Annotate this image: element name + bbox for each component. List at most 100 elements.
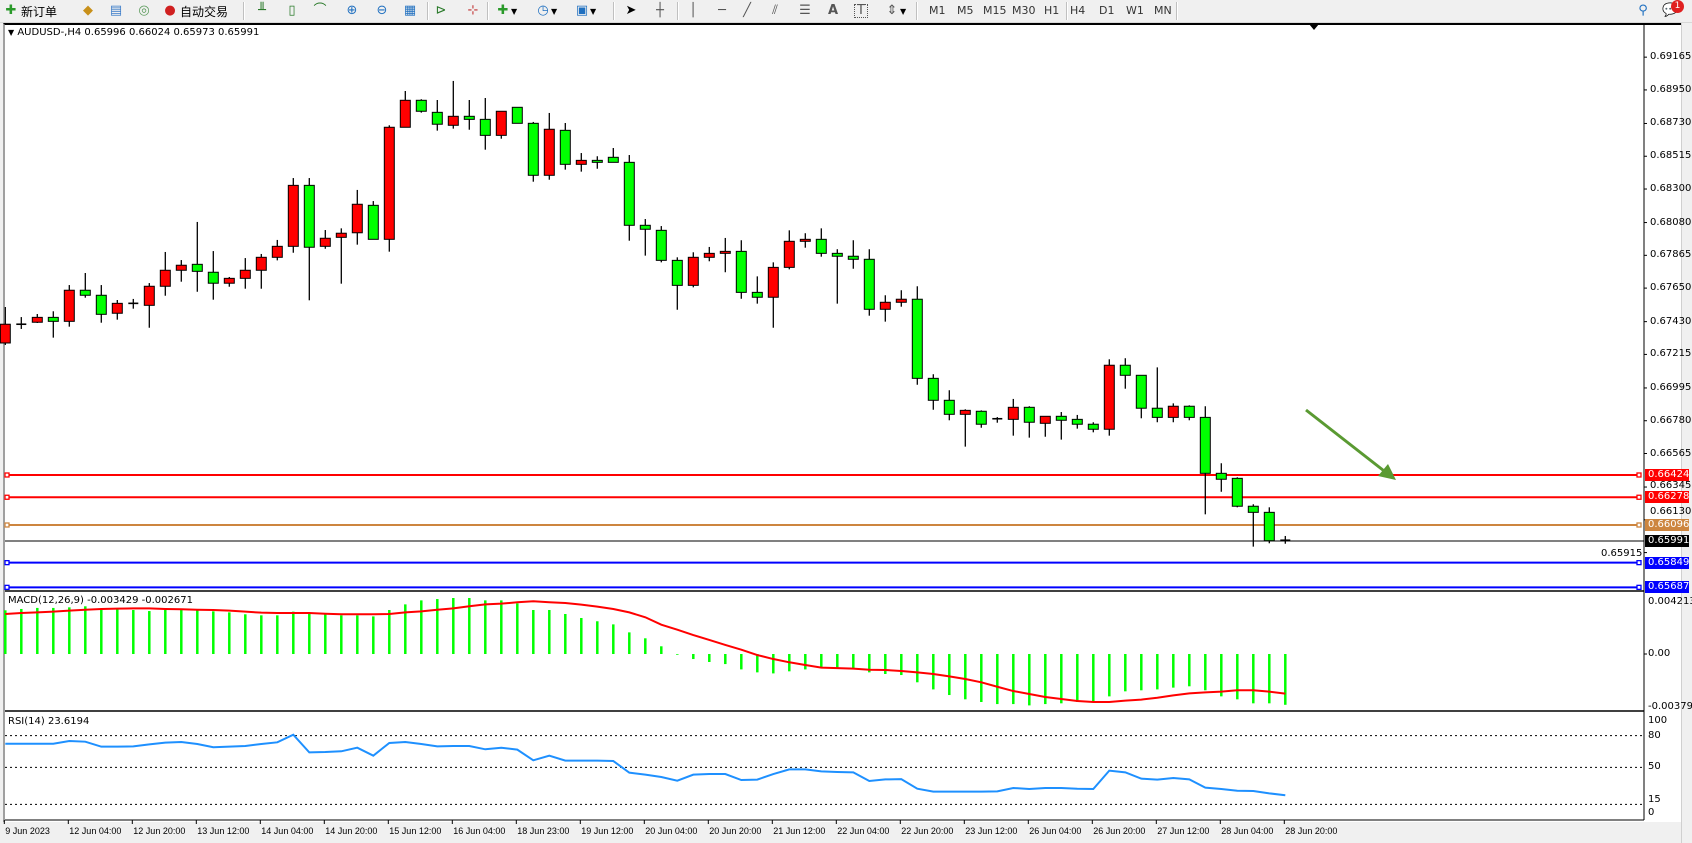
price-tick-label: 0.68950 <box>1650 83 1692 95</box>
candle-body <box>1263 511 1275 542</box>
candle <box>271 239 283 261</box>
time-tick-label: 26 Jun 20:00 <box>1093 826 1146 836</box>
candle-body <box>255 256 267 271</box>
candle <box>239 258 251 289</box>
time-tick-label: 23 Jun 12:00 <box>965 826 1018 836</box>
price-tick-label: 0.66995 <box>1650 381 1692 393</box>
chart-shift-button[interactable]: ⊹ <box>465 2 481 20</box>
candle-body <box>591 159 603 163</box>
candle-body <box>95 294 107 315</box>
period-mn[interactable]: MN <box>1154 4 1172 17</box>
templates-button[interactable]: ▣ ▼ <box>574 2 596 20</box>
candle <box>527 121 539 182</box>
price-level-tag: 0.66278 <box>1645 491 1689 504</box>
text-label-button[interactable]: T <box>854 2 868 20</box>
horizontal-line-button[interactable]: ─ <box>714 2 730 20</box>
chart-shift-icon: ⊹ <box>467 3 479 18</box>
candle <box>431 99 443 131</box>
equidistant-channel-button[interactable]: ⫽ <box>767 2 783 20</box>
market-watch-button[interactable]: ◆ <box>80 2 96 20</box>
bid-price-tag: 0.65991 <box>1645 535 1689 547</box>
crosshair-button[interactable]: ┼ <box>652 2 668 20</box>
rsi-tick-label: 15 <box>1648 794 1661 805</box>
line-handle-right <box>1636 584 1642 590</box>
time-tick-label: 22 Jun 04:00 <box>837 826 890 836</box>
candle <box>911 286 923 385</box>
tile-windows-button[interactable]: ▦ <box>402 2 418 20</box>
bar-chart-button[interactable]: ╨ <box>254 2 270 20</box>
candle <box>543 112 555 180</box>
chart-window[interactable] <box>3 23 1682 822</box>
candle-body <box>399 99 411 128</box>
vertical-line-icon: │ <box>689 3 697 18</box>
zoom-in-button[interactable]: ⊕ <box>344 2 360 20</box>
time-tick-label: 18 Jun 23:00 <box>517 826 570 836</box>
period-m5[interactable]: M5 <box>957 4 974 17</box>
vertical-line-button[interactable]: │ <box>685 2 701 20</box>
text-label-icon: T <box>854 4 868 18</box>
price-tick-label: 0.66780 <box>1650 414 1692 426</box>
notifications-button[interactable]: 💬 1 <box>1662 0 1684 20</box>
candle-body <box>143 285 155 306</box>
search-button[interactable]: ⚲ <box>1635 2 1651 20</box>
candle <box>879 295 891 322</box>
time-tick-label: 27 Jun 12:00 <box>1157 826 1210 836</box>
period-h1[interactable]: H1 <box>1044 4 1060 17</box>
market-watch-icon: ◆ <box>83 3 93 18</box>
new-order-button[interactable]: ✚ 新订单 <box>3 2 57 20</box>
candle <box>191 221 203 292</box>
auto-trading-button[interactable]: ● 自动交易 <box>162 2 228 20</box>
candle-body <box>79 289 91 296</box>
trendline-button[interactable]: ╱ <box>739 2 755 20</box>
candle <box>1167 403 1179 423</box>
candle-body <box>479 118 491 136</box>
candle <box>16 317 27 329</box>
period-d1[interactable]: D1 <box>1099 4 1115 17</box>
candle <box>783 230 795 270</box>
arrows-button[interactable]: ⇕ ▼ <box>884 2 907 20</box>
candle-body <box>207 271 219 284</box>
candle-body <box>975 410 987 425</box>
time-tick-label: 19 Jun 12:00 <box>581 826 634 836</box>
candle-body <box>703 252 715 258</box>
candle <box>815 228 827 257</box>
candle <box>223 276 235 287</box>
indicators-button[interactable]: ✚ ▼ <box>495 2 518 20</box>
candle <box>847 240 859 269</box>
signals-button[interactable]: ◎ <box>136 2 152 20</box>
period-m30[interactable]: M30 <box>1012 4 1036 17</box>
candle-body <box>47 316 59 322</box>
line-chart-button[interactable]: ⌒ <box>312 2 328 20</box>
candle <box>943 390 955 421</box>
candlestick-button[interactable]: ▯ <box>284 2 300 20</box>
candle <box>0 307 11 345</box>
candle-body <box>655 229 667 261</box>
candle <box>1119 358 1131 389</box>
time-tick-label: 15 Jun 12:00 <box>389 826 442 836</box>
price-tick-label: 0.68080 <box>1650 216 1692 228</box>
navigator-button[interactable]: ▤ <box>108 2 124 20</box>
candle <box>143 283 155 328</box>
candle <box>735 240 747 299</box>
periods-button[interactable]: ◷ ▼ <box>535 2 557 20</box>
candle-body <box>159 269 171 287</box>
candle-body <box>623 161 635 226</box>
candle <box>31 314 43 324</box>
candle-body <box>1103 364 1115 430</box>
price-tick-label: 0.67215 <box>1650 348 1692 360</box>
period-w1[interactable]: W1 <box>1126 4 1144 17</box>
period-h4[interactable]: H4 <box>1070 4 1086 17</box>
rsi-label: RSI(14) 23.6194 <box>8 716 90 727</box>
auto-scroll-button[interactable]: ⊳ <box>433 2 449 20</box>
price-level-tag: 0.65849 <box>1645 556 1689 569</box>
period-m1[interactable]: M1 <box>929 4 946 17</box>
chart-menu-triangle-icon[interactable]: ▼ <box>8 28 15 37</box>
period-m15[interactable]: M15 <box>983 4 1007 17</box>
price-tick-label: 0.68300 <box>1650 183 1692 195</box>
zoom-out-button[interactable]: ⊖ <box>374 2 390 20</box>
text-button[interactable]: A <box>825 2 841 20</box>
time-tick-label: 16 Jun 04:00 <box>453 826 506 836</box>
cursor-button[interactable]: ➤ <box>623 2 639 20</box>
fibonacci-button[interactable]: ☰ <box>797 2 813 20</box>
